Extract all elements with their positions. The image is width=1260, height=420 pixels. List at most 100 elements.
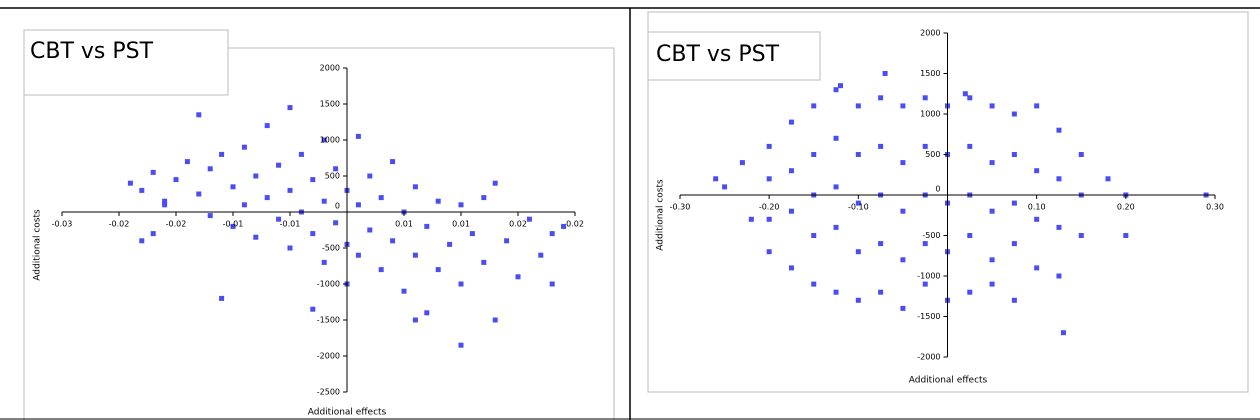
x-axis-label: Additional effects: [308, 408, 387, 418]
x-tick-label: -0.02: [166, 220, 187, 229]
point: [196, 112, 202, 118]
point: [264, 123, 270, 129]
point: [833, 135, 839, 141]
point: [162, 198, 168, 204]
point: [811, 233, 817, 238]
point: [748, 216, 754, 222]
point: [390, 238, 396, 244]
point: [878, 241, 884, 247]
point: [739, 160, 745, 166]
point: [989, 160, 995, 166]
point: [287, 187, 293, 193]
point: [878, 95, 884, 101]
point: [1034, 216, 1040, 222]
point: [253, 234, 259, 240]
point: [713, 176, 719, 182]
point: [435, 198, 441, 204]
point: [1105, 176, 1111, 182]
point: [207, 213, 213, 219]
point: [922, 281, 928, 287]
point: [833, 224, 839, 230]
point: [922, 143, 928, 149]
point: [458, 202, 464, 208]
point: [378, 267, 384, 273]
point: [515, 274, 521, 280]
point: [1034, 168, 1040, 174]
point: [412, 317, 418, 323]
point: [310, 177, 316, 183]
point: [1123, 233, 1129, 238]
point: [1078, 152, 1084, 157]
y-tick-label: -1000: [317, 280, 340, 289]
point: [882, 71, 888, 76]
point: [264, 195, 270, 201]
point: [276, 216, 282, 222]
point: [333, 220, 339, 226]
point: [207, 166, 213, 172]
x-tick-label: -0.10: [848, 203, 869, 212]
plot-frame: [647, 11, 1249, 393]
point: [788, 119, 794, 125]
point: [1056, 224, 1062, 230]
point: [127, 180, 133, 186]
point: [900, 160, 906, 166]
point: [1011, 297, 1017, 303]
point: [788, 208, 794, 214]
point: [287, 105, 293, 111]
plot-frame: [23, 47, 615, 420]
point: [900, 103, 906, 109]
point: [989, 103, 995, 109]
y-tick-label: -1500: [317, 316, 340, 325]
point: [355, 202, 361, 208]
y-tick-label: 1500: [920, 69, 940, 78]
y-tick-label: 1500: [320, 100, 340, 109]
point: [1011, 111, 1017, 117]
point: [1056, 176, 1062, 182]
point: [1034, 103, 1040, 109]
point: [855, 249, 861, 255]
x-tick-label: 0.01: [452, 220, 470, 229]
title-box: [647, 31, 821, 81]
point: [833, 87, 839, 93]
point: [766, 143, 772, 149]
x-tick-label: -0.03: [52, 220, 73, 229]
point: [833, 289, 839, 295]
point: [922, 241, 928, 247]
point: [811, 152, 817, 157]
point: [173, 177, 179, 183]
point: [833, 184, 839, 190]
point: [219, 151, 225, 157]
point: [333, 166, 339, 172]
point: [922, 95, 928, 101]
point: [1011, 200, 1017, 206]
point: [967, 233, 973, 238]
point: [967, 95, 973, 101]
chart-title: CBT vs PST: [30, 39, 154, 64]
point: [811, 281, 817, 287]
y-tick-label: 500: [325, 172, 340, 181]
point: [310, 231, 316, 237]
point: [253, 173, 259, 179]
y-tick-label: 1000: [920, 110, 940, 119]
point: [1056, 127, 1062, 133]
x-tick-label: 0.10: [1028, 203, 1046, 212]
point: [1034, 265, 1040, 271]
point: [1056, 273, 1062, 279]
point: [878, 289, 884, 295]
point: [230, 223, 236, 229]
point: [481, 259, 487, 265]
point: [139, 187, 145, 193]
point: [788, 265, 794, 271]
point: [1078, 233, 1084, 238]
point: [196, 191, 202, 197]
point: [469, 231, 475, 237]
point: [1060, 330, 1066, 336]
point: [276, 162, 282, 168]
point: [219, 295, 225, 301]
point: [967, 289, 973, 295]
point: [967, 143, 973, 149]
point: [424, 310, 430, 316]
y-tick-label: 0: [335, 202, 340, 211]
y-tick-label: -2000: [317, 352, 340, 361]
